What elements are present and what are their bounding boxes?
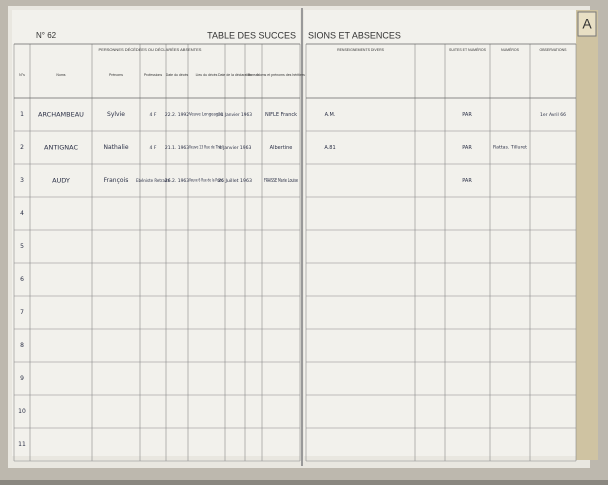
tab-letter: A	[582, 16, 592, 32]
entry-prenoms: Nathalie	[103, 144, 128, 151]
row-number: 5	[20, 243, 24, 250]
right-page	[304, 10, 576, 456]
column-header: OBSERVATIONS	[539, 48, 567, 52]
row-number: 10	[18, 408, 26, 415]
entry-observation: 1er Avril 66	[540, 112, 566, 118]
column-header: Noms et prénoms des héritiers	[257, 73, 305, 77]
column-header: Date de la déclaration	[218, 73, 252, 77]
entry-renseignement: A.81	[324, 145, 335, 151]
tab	[577, 11, 597, 37]
column-header: Prénoms	[109, 73, 123, 77]
title-left: TABLE DES SUCCES	[207, 30, 296, 40]
column-header: NUMÉROS	[501, 47, 520, 52]
title-right: SIONS ET ABSENCES	[308, 30, 401, 40]
column-header: SUITES ET NUMÉROS	[449, 47, 487, 52]
row-number: 9	[20, 375, 24, 382]
entry-lieu: Veuve 13 Rue de Thiel	[189, 145, 223, 150]
entry-heritiers: FRAISSE Marie Louise	[264, 178, 298, 184]
entry-suite: PAR	[462, 112, 472, 118]
row-number: 11	[18, 441, 26, 448]
entry-num: 1	[20, 111, 24, 118]
column-header: Lieu du décès	[196, 73, 218, 77]
entry-lieu: Veuve 6 Rue de la Poste	[189, 178, 223, 183]
entry-suite: PAR	[462, 145, 472, 151]
entry-heritiers: NIFLE Franck	[265, 112, 297, 118]
entry-renseignement: A.M.	[325, 112, 336, 118]
entry-heritiers: Albertine	[270, 145, 293, 151]
entry-profession: 4 F	[150, 145, 157, 151]
column-header: Professions	[144, 73, 163, 77]
column-header: Noms	[56, 73, 65, 77]
entry-date-deces: 22.2. 1992	[165, 112, 189, 118]
entry-date-deces: 26.2. 1963	[165, 178, 189, 184]
group-header: PERSONNES DÉCÉDÉES OU DÉCLARÉES ABSENTES	[99, 47, 202, 52]
entry-declaration: 26 Juillet 1963	[218, 178, 252, 184]
row-number: 7	[20, 309, 24, 316]
entry-numero: Rattas. Tilluret	[493, 145, 527, 150]
column-header: Bureau	[248, 73, 259, 77]
entry-profession: Ebéniste Retraité	[136, 177, 170, 184]
index-tabs	[576, 10, 598, 460]
row-number: 8	[20, 342, 24, 349]
column-header: Date du décès	[166, 73, 189, 77]
entry-nom: ARCHAMBEAU	[38, 111, 84, 119]
entry-suite: PAR	[462, 178, 472, 184]
page-number: N° 62	[36, 31, 57, 40]
entry-nom: AUDY	[52, 177, 70, 185]
row-number: 4	[20, 210, 24, 217]
entry-lieu: Veuve Longeagne	[189, 112, 224, 117]
entry-date-deces: 21.1. 1963	[165, 145, 189, 151]
column-header: N°s	[19, 73, 25, 77]
entry-declaration: 31 Janvier 1963	[218, 112, 252, 118]
column-header: RENSEIGNEMENTS DIVERS	[337, 48, 385, 52]
entry-profession: 4 F	[150, 112, 157, 118]
entry-nom: ANTIGNAC	[44, 144, 78, 152]
entry-num: 2	[20, 144, 24, 151]
row-number: 6	[20, 276, 24, 283]
entry-prenoms: François	[104, 177, 129, 184]
left-page	[12, 10, 300, 456]
entry-num: 3	[20, 177, 24, 184]
entry-declaration: 4 Janvier 1963	[219, 145, 252, 151]
entry-prenoms: Sylvie	[107, 111, 125, 118]
